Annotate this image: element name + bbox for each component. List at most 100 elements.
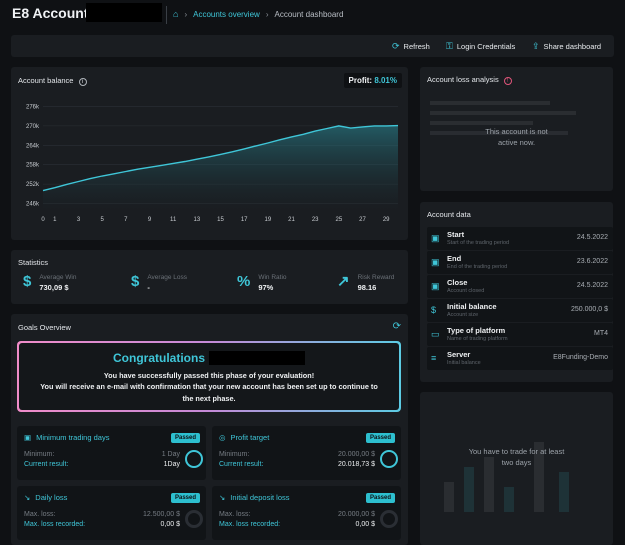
balance-line [42, 124, 399, 192]
row-value: 24.5.2022 [576, 234, 608, 241]
account-data-server: ≡ Server Initial balance E8Funding-Demo [427, 347, 613, 370]
account-data-title: Account data [427, 210, 471, 219]
refresh-button[interactable]: ⟳ Refresh [392, 41, 430, 52]
congratulations-message: You have successfully passed this phase … [40, 371, 378, 403]
toolbar: ⟳ Refresh ⚿ Login Credentials ⇪ Share da… [11, 35, 614, 57]
status-badge: Passed [170, 433, 200, 443]
goal-initial-deposit-loss: ↘ Initial deposit loss Passed Max. loss: … [212, 486, 401, 540]
progress-ring [380, 510, 398, 528]
stat-value: 730,09 $ [39, 283, 69, 292]
y-tick-label: 264k [26, 143, 40, 149]
account-data-card: Account data ▣ Start Start of the tradin… [420, 202, 613, 382]
breadcrumb-accounts-overview[interactable]: Accounts overview [193, 9, 260, 19]
stat-average-win: $ Average Win 730,09 $ [23, 274, 76, 292]
account-data-close: ▣ Close Account closed 24.5.2022 [427, 275, 613, 298]
stat-risk-reward: ↗ Risk Reward 98.16 [337, 274, 394, 292]
profit-badge: Profit: 8.01% [343, 73, 402, 88]
redacted-account-id [86, 3, 162, 22]
goal-value: 1 Day [161, 451, 180, 458]
x-tick-label: 5 [100, 217, 104, 223]
x-tick-label: 29 [383, 217, 390, 223]
blurred-bar-chart [434, 422, 600, 532]
server-icon: ≡ [431, 353, 437, 363]
account-data-platform: ▭ Type of platform Name of trading platf… [427, 323, 613, 346]
goal-minimum-trading-days: ▣ Minimum trading days Passed Minimum: 1 … [17, 426, 206, 480]
row-label: End [447, 254, 462, 263]
x-tick-label: 11 [170, 217, 177, 223]
x-tick-label: 13 [193, 217, 200, 223]
trend-up-icon: ↗ [337, 273, 350, 290]
x-tick-label: 21 [288, 217, 295, 223]
goal-title: Profit target [230, 433, 270, 442]
account-data-start: ▣ Start Start of the trading period 24.5… [427, 227, 613, 250]
alert-icon: ! [503, 77, 512, 85]
share-icon: ⇪ [532, 41, 540, 51]
row-value: 250.000,0 $ [571, 306, 608, 313]
congratulations-title: Congratulations [19, 343, 399, 365]
redacted-name [209, 351, 305, 365]
page-title: E8 Account [12, 5, 89, 21]
goal-value: 12.500,00 $ [143, 511, 180, 518]
row-label: Type of platform [447, 326, 506, 335]
share-dashboard-label: Share dashboard [543, 42, 602, 51]
refresh-icon: ⟳ [392, 41, 400, 51]
info-icon[interactable]: i [78, 78, 87, 86]
home-icon[interactable]: ⌂ [173, 9, 179, 19]
stat-value: 98.16 [357, 283, 377, 292]
login-credentials-label: Login Credentials [456, 42, 516, 51]
share-dashboard-button[interactable]: ⇪ Share dashboard [532, 41, 601, 52]
x-tick-label: 27 [359, 217, 366, 223]
calendar-icon: ▣ [431, 257, 440, 267]
y-tick-label: 258k [26, 163, 40, 169]
row-sublabel: Start of the trading period [447, 240, 510, 246]
x-tick-label: 15 [217, 217, 224, 223]
row-label: Start [447, 230, 465, 239]
refresh-label: Refresh [403, 42, 430, 51]
stat-value: - [147, 283, 150, 292]
x-tick-label: 25 [335, 217, 342, 223]
goal-profit-target: ◎ Profit target Passed Minimum: 20.000,00… [212, 426, 401, 480]
inactive-message: This account is not active now. [485, 127, 548, 147]
row-value: MT4 [594, 330, 608, 337]
goal-value: 20.018,73 $ [338, 461, 375, 468]
statistics-card: Statistics $ Average Win 730,09 $ $ Avera… [11, 250, 408, 304]
x-tick-label: 19 [264, 217, 271, 223]
y-tick-label: 252k [26, 182, 40, 188]
progress-ring [380, 450, 398, 468]
stat-average-loss: $ Average Loss - [131, 274, 187, 292]
row-sublabel: Account size [447, 312, 479, 318]
row-label: Close [447, 278, 468, 287]
row-sublabel: Name of trading platform [447, 336, 508, 342]
goal-value: 0,00 $ [160, 521, 180, 528]
refresh-icon[interactable]: ⟳ [392, 321, 401, 332]
header-divider [166, 6, 167, 24]
breadcrumb: ⌂ › Accounts overview › Account dashboar… [173, 9, 343, 19]
row-value: E8Funding-Demo [553, 354, 608, 361]
stat-value: 97% [258, 283, 274, 292]
stat-label: Win Ratio [258, 274, 287, 281]
goal-title: Daily loss [35, 493, 68, 502]
chevron-right-icon: › [265, 9, 269, 19]
row-value: 24.5.2022 [576, 282, 608, 289]
x-tick-label: 0 [41, 217, 45, 223]
account-balance-card: Account balance i Profit: 8.01% 246k 252k… [11, 67, 408, 240]
goal-label: Minimum: [24, 451, 55, 458]
trend-down-icon: ↘ [24, 493, 31, 502]
login-credentials-button[interactable]: ⚿ Login Credentials [446, 41, 515, 52]
progress-ring [185, 450, 203, 468]
row-sublabel: End of the trading period [447, 264, 508, 270]
x-tick-label: 17 [241, 217, 248, 223]
dollar-icon: $ [23, 273, 32, 290]
goal-value: 0,00 $ [355, 521, 375, 528]
goal-label: Max. loss recorded: [219, 521, 281, 528]
goal-label: Max. loss recorded: [24, 521, 86, 528]
x-tick-label: 3 [77, 217, 81, 223]
stat-win-ratio: % Win Ratio 97% [237, 274, 287, 292]
statistics-title: Statistics [18, 258, 49, 267]
chevron-right-icon: › [184, 9, 188, 19]
stat-label: Risk Reward [357, 274, 395, 281]
goal-title: Minimum trading days [36, 433, 110, 442]
account-data-initial-balance: $ Initial balance Account size 250.000,0… [427, 299, 613, 322]
row-sublabel: Initial balance [447, 360, 481, 366]
